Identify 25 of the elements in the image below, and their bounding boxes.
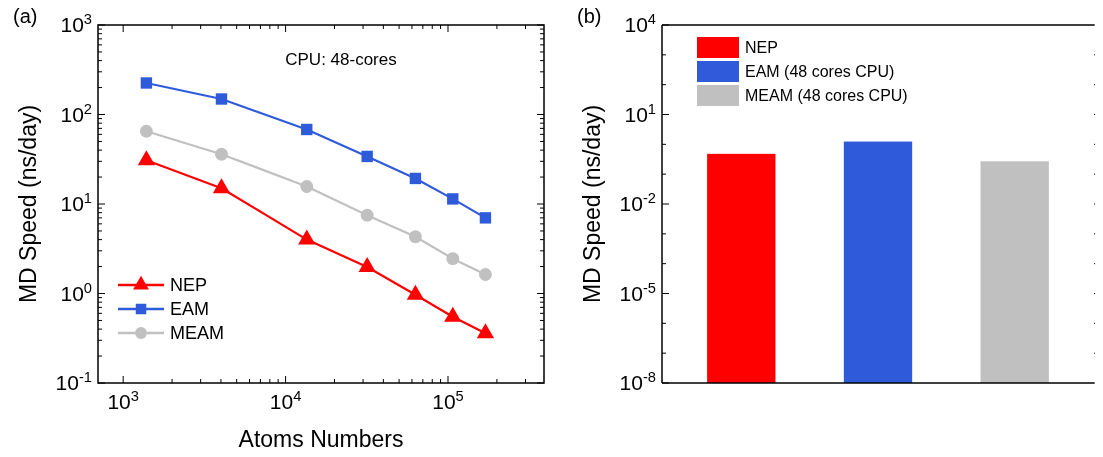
y-tick-label: 10$^{1}$ <box>60 190 92 216</box>
x-axis-title: Atoms Numbers <box>238 426 404 452</box>
legend-label: NEP <box>745 38 778 56</box>
x-tick-label: 10$^{3}$ <box>107 388 139 413</box>
legend-label: EAM <box>170 299 210 320</box>
x-tick-label: 10$^{4}$ <box>269 388 302 413</box>
y-axis-title: MD Speed (ns/day) <box>15 104 41 304</box>
y-tick-label: 10$^{-2}$ <box>619 190 656 216</box>
y-tick-label: 10$^{-1}$ <box>55 369 92 395</box>
y-tick-label: 10$^{3}$ <box>60 11 92 37</box>
chart-title: (a) <box>13 5 38 27</box>
legend-label: NEP <box>170 275 208 296</box>
chart-title: (b) <box>577 5 602 27</box>
y-tick-label: 10$^{2}$ <box>60 100 92 126</box>
annotation: CPU: 48-cores <box>285 50 397 69</box>
y-tick-label: 10$^{1}$ <box>624 100 656 126</box>
y-axis-title: MD Speed (ns/day) <box>579 104 605 304</box>
y-tick-label: 10$^{-8}$ <box>619 369 656 395</box>
legend-label: EAM (48 cores CPU) <box>745 62 895 80</box>
y-tick-label: 10$^{-5}$ <box>619 279 656 305</box>
x-tick-label: 10$^{5}$ <box>432 388 464 413</box>
legend-label: MEAM <box>170 323 224 344</box>
y-tick-label: 10$^{4}$ <box>624 11 656 37</box>
y-tick-label: 10$^{0}$ <box>60 279 92 305</box>
legend-label: MEAM (48 cores CPU) <box>745 86 908 104</box>
